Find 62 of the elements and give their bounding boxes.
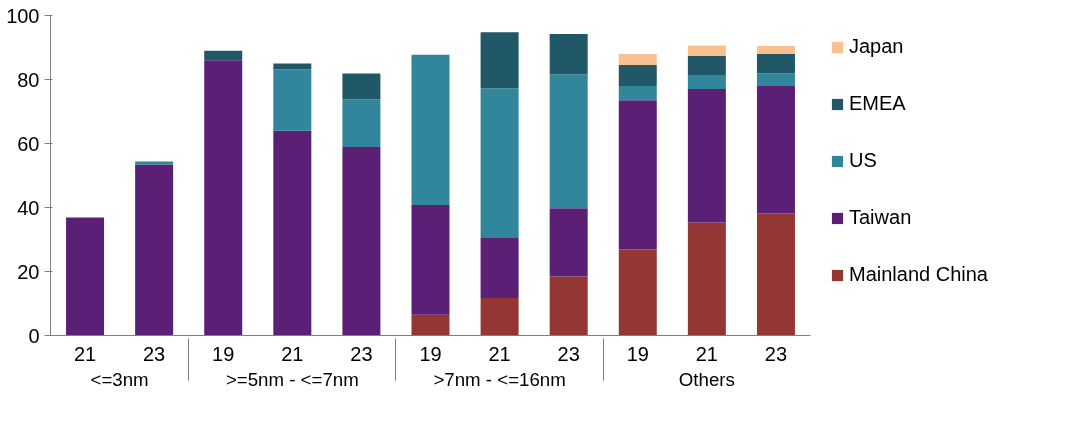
bar [204,50,243,61]
bar [687,222,726,336]
bar [66,217,105,336]
bar [756,213,795,336]
bar [411,54,450,205]
bar [618,53,657,66]
bar [411,314,450,336]
bar [342,73,381,100]
bar [756,45,795,54]
bar [273,69,312,131]
x-tick-label: 21 [695,342,718,365]
x-tick-label: 19 [212,342,235,365]
x-tick-label: 19 [626,342,649,365]
bar [549,74,588,209]
bar [756,73,795,86]
bar [204,60,243,336]
bar [342,99,381,148]
text: >7nm - <=16nm [433,368,566,390]
x-tick-label: 19 [419,342,442,365]
legend-label: Taiwan [849,206,912,229]
y-tick-label: 0 [28,324,40,347]
x-tick-label: 23 [764,342,788,365]
bar [618,249,657,336]
bar [618,65,657,86]
bar [687,89,726,223]
bar [480,32,519,89]
bar [756,85,795,214]
bar [687,75,726,90]
legend-label: Japan [849,35,904,58]
x-tick-label: 21 [281,342,304,365]
bar [687,45,726,56]
bar [480,237,519,299]
bar [618,85,657,101]
legend-label: EMEA [849,92,906,115]
x-tick-label: 23 [557,342,580,365]
y-tick-label: 40 [17,196,40,219]
y-tick-label: 100 [6,4,40,27]
legend-label: Mainland China [849,263,988,286]
legend-label: US [849,149,877,172]
bar [618,100,657,250]
y-tick-label: 80 [17,68,40,91]
x-tick-label: 23 [143,342,166,365]
text: Others [678,368,735,390]
x-tick-label: 21 [488,342,511,365]
bar [549,276,588,336]
bar [135,161,174,165]
text: >=5nm - <=7nm [225,368,359,390]
x-tick-label: 21 [73,342,97,365]
x-tick-label: 23 [350,342,373,365]
bar [342,147,381,336]
y-tick-label: 60 [17,132,40,155]
y-tick-label: 20 [17,260,40,283]
bar [411,204,450,315]
bar [135,164,174,336]
bar [549,208,588,277]
bar [273,130,312,336]
bar [549,34,588,75]
bar [480,88,519,238]
text: <=3nm [90,368,149,390]
bar [687,55,726,76]
bar [756,53,795,74]
bar [480,298,519,336]
